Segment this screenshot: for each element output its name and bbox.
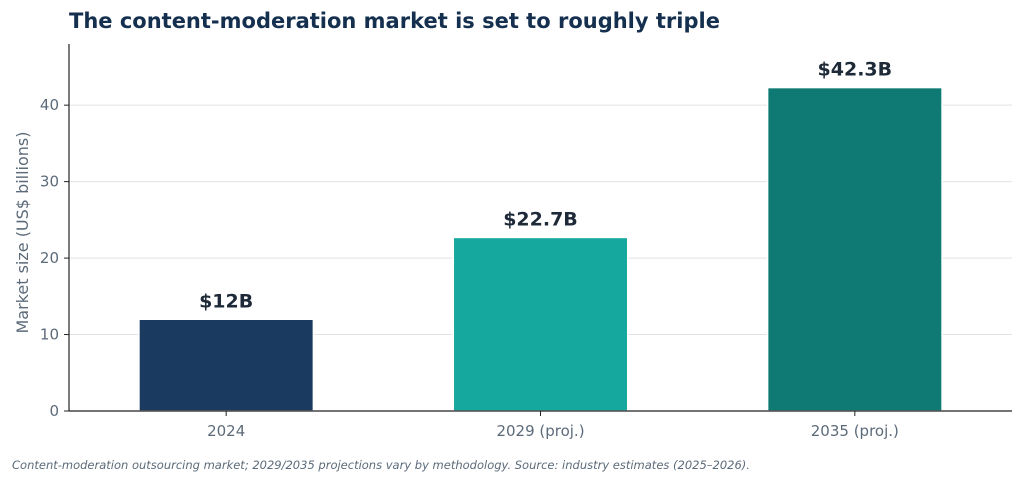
bar-chart: 0 10 20 30 40 $12B 2024 $22.7B 2029 (proj.) $42.3… <box>13 44 1012 440</box>
y-tick-label: 40 <box>40 96 59 114</box>
bar <box>452 236 629 412</box>
axes <box>64 44 1012 416</box>
y-tick-label: 20 <box>40 249 59 267</box>
bars <box>138 86 943 412</box>
bar <box>138 318 315 412</box>
x-tick-label: 2024 <box>207 422 245 440</box>
bar-value-label: $42.3B <box>818 59 893 81</box>
chart-footnote: Content-moderation outsourcing market; 2… <box>12 458 750 472</box>
labels: 0 10 20 30 40 $12B 2024 $22.7B 2029 (proj.) $42.3… <box>40 59 899 440</box>
y-tick-label: 30 <box>40 173 59 191</box>
bar <box>766 86 943 412</box>
chart-title: The content-moderation market is set to … <box>69 9 720 33</box>
y-tick-label: 10 <box>40 326 59 344</box>
x-tick-label: 2035 (proj.) <box>811 422 899 440</box>
x-tick-label: 2029 (proj.) <box>496 422 584 440</box>
bar-value-label: $22.7B <box>503 208 578 230</box>
y-axis-title: Market size (US$ billions) <box>13 131 32 333</box>
y-tick-label: 0 <box>49 402 59 420</box>
bar-value-label: $12B <box>199 290 253 312</box>
